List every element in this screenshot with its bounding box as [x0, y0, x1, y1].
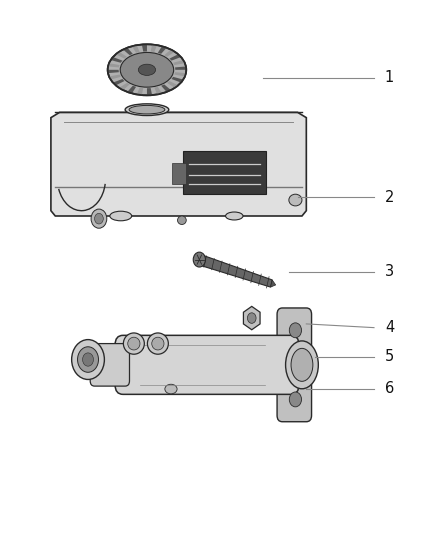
Polygon shape	[111, 57, 123, 63]
Ellipse shape	[108, 44, 186, 95]
Text: 6: 6	[385, 381, 394, 396]
Text: 2: 2	[385, 190, 394, 205]
Polygon shape	[137, 87, 143, 95]
Polygon shape	[167, 81, 178, 88]
FancyBboxPatch shape	[277, 308, 311, 422]
Ellipse shape	[124, 333, 145, 354]
Ellipse shape	[177, 216, 186, 224]
Ellipse shape	[193, 252, 205, 267]
Polygon shape	[108, 63, 120, 67]
Ellipse shape	[129, 106, 165, 114]
Ellipse shape	[286, 341, 318, 389]
Ellipse shape	[165, 384, 177, 394]
Circle shape	[95, 213, 103, 224]
Circle shape	[289, 323, 301, 338]
Polygon shape	[108, 70, 119, 73]
Polygon shape	[171, 77, 183, 83]
Ellipse shape	[82, 353, 93, 366]
Ellipse shape	[289, 194, 302, 206]
Polygon shape	[174, 72, 186, 76]
Text: 3: 3	[385, 264, 394, 279]
Polygon shape	[113, 79, 124, 85]
Text: 7: 7	[87, 362, 97, 378]
FancyBboxPatch shape	[183, 151, 266, 193]
Ellipse shape	[291, 349, 313, 381]
Polygon shape	[142, 44, 147, 52]
Polygon shape	[119, 83, 130, 90]
Polygon shape	[116, 52, 127, 59]
Polygon shape	[132, 45, 140, 53]
Ellipse shape	[125, 104, 169, 116]
Text: 5: 5	[385, 349, 394, 365]
Polygon shape	[154, 87, 162, 94]
Circle shape	[289, 392, 301, 407]
Polygon shape	[164, 50, 175, 57]
Polygon shape	[244, 306, 260, 330]
FancyBboxPatch shape	[172, 163, 186, 183]
Polygon shape	[123, 48, 133, 55]
Polygon shape	[173, 60, 185, 65]
Circle shape	[91, 209, 107, 228]
Text: 4: 4	[385, 320, 394, 335]
Polygon shape	[161, 84, 171, 92]
Polygon shape	[127, 86, 136, 93]
FancyBboxPatch shape	[90, 344, 130, 386]
Circle shape	[247, 313, 256, 324]
Polygon shape	[109, 75, 121, 79]
Text: 1: 1	[385, 70, 394, 85]
Ellipse shape	[128, 337, 140, 350]
Ellipse shape	[138, 64, 155, 75]
Polygon shape	[175, 67, 186, 70]
Polygon shape	[151, 44, 157, 52]
Polygon shape	[51, 112, 306, 216]
Ellipse shape	[148, 333, 168, 354]
Ellipse shape	[152, 337, 164, 350]
Ellipse shape	[110, 211, 132, 221]
Polygon shape	[158, 46, 166, 54]
FancyBboxPatch shape	[115, 335, 299, 394]
Ellipse shape	[72, 340, 104, 379]
Polygon shape	[147, 88, 152, 95]
Ellipse shape	[120, 52, 174, 87]
Polygon shape	[271, 280, 276, 287]
Polygon shape	[198, 254, 272, 287]
Ellipse shape	[78, 347, 99, 372]
Polygon shape	[170, 54, 181, 61]
Ellipse shape	[226, 212, 243, 220]
